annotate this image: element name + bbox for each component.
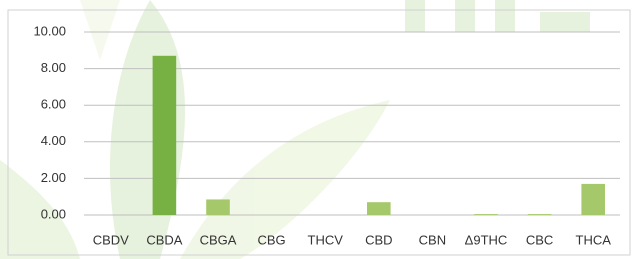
bar xyxy=(206,199,230,215)
bar xyxy=(581,184,605,215)
y-tick-label: 10.00 xyxy=(33,23,66,38)
y-tick-label: 6.00 xyxy=(41,97,66,112)
x-tick-label: Δ9THC xyxy=(465,232,508,247)
x-tick-label: THCV xyxy=(308,232,344,247)
leaf xyxy=(80,0,120,60)
y-tick-label: 4.00 xyxy=(41,133,66,148)
x-tick-label: CBDV xyxy=(93,232,129,247)
watermark xyxy=(0,0,590,259)
bar xyxy=(367,202,391,215)
y-tick-label: 0.00 xyxy=(41,206,66,221)
x-tick-label: CBC xyxy=(526,232,553,247)
x-tick-label: CBGA xyxy=(200,232,237,247)
bar xyxy=(153,56,177,215)
x-tick-label: THCA xyxy=(576,232,612,247)
watermark-letter xyxy=(405,0,425,32)
watermark-letter xyxy=(455,0,475,32)
bar xyxy=(474,214,498,215)
bar xyxy=(528,214,552,215)
y-tick-label: 2.00 xyxy=(41,170,66,185)
x-tick-label: CBN xyxy=(419,232,446,247)
x-tick-label: CBDA xyxy=(146,232,182,247)
y-tick-label: 8.00 xyxy=(41,60,66,75)
chart: 0.00 2.00 4.00 6.00 8.00 10.00 CBDV CBDA CBGA CBG… xyxy=(0,0,637,259)
watermark-letter xyxy=(495,0,515,32)
x-tick-label: CBG xyxy=(258,232,286,247)
watermark-letter xyxy=(540,12,590,32)
x-tick-label: CBD xyxy=(365,232,392,247)
